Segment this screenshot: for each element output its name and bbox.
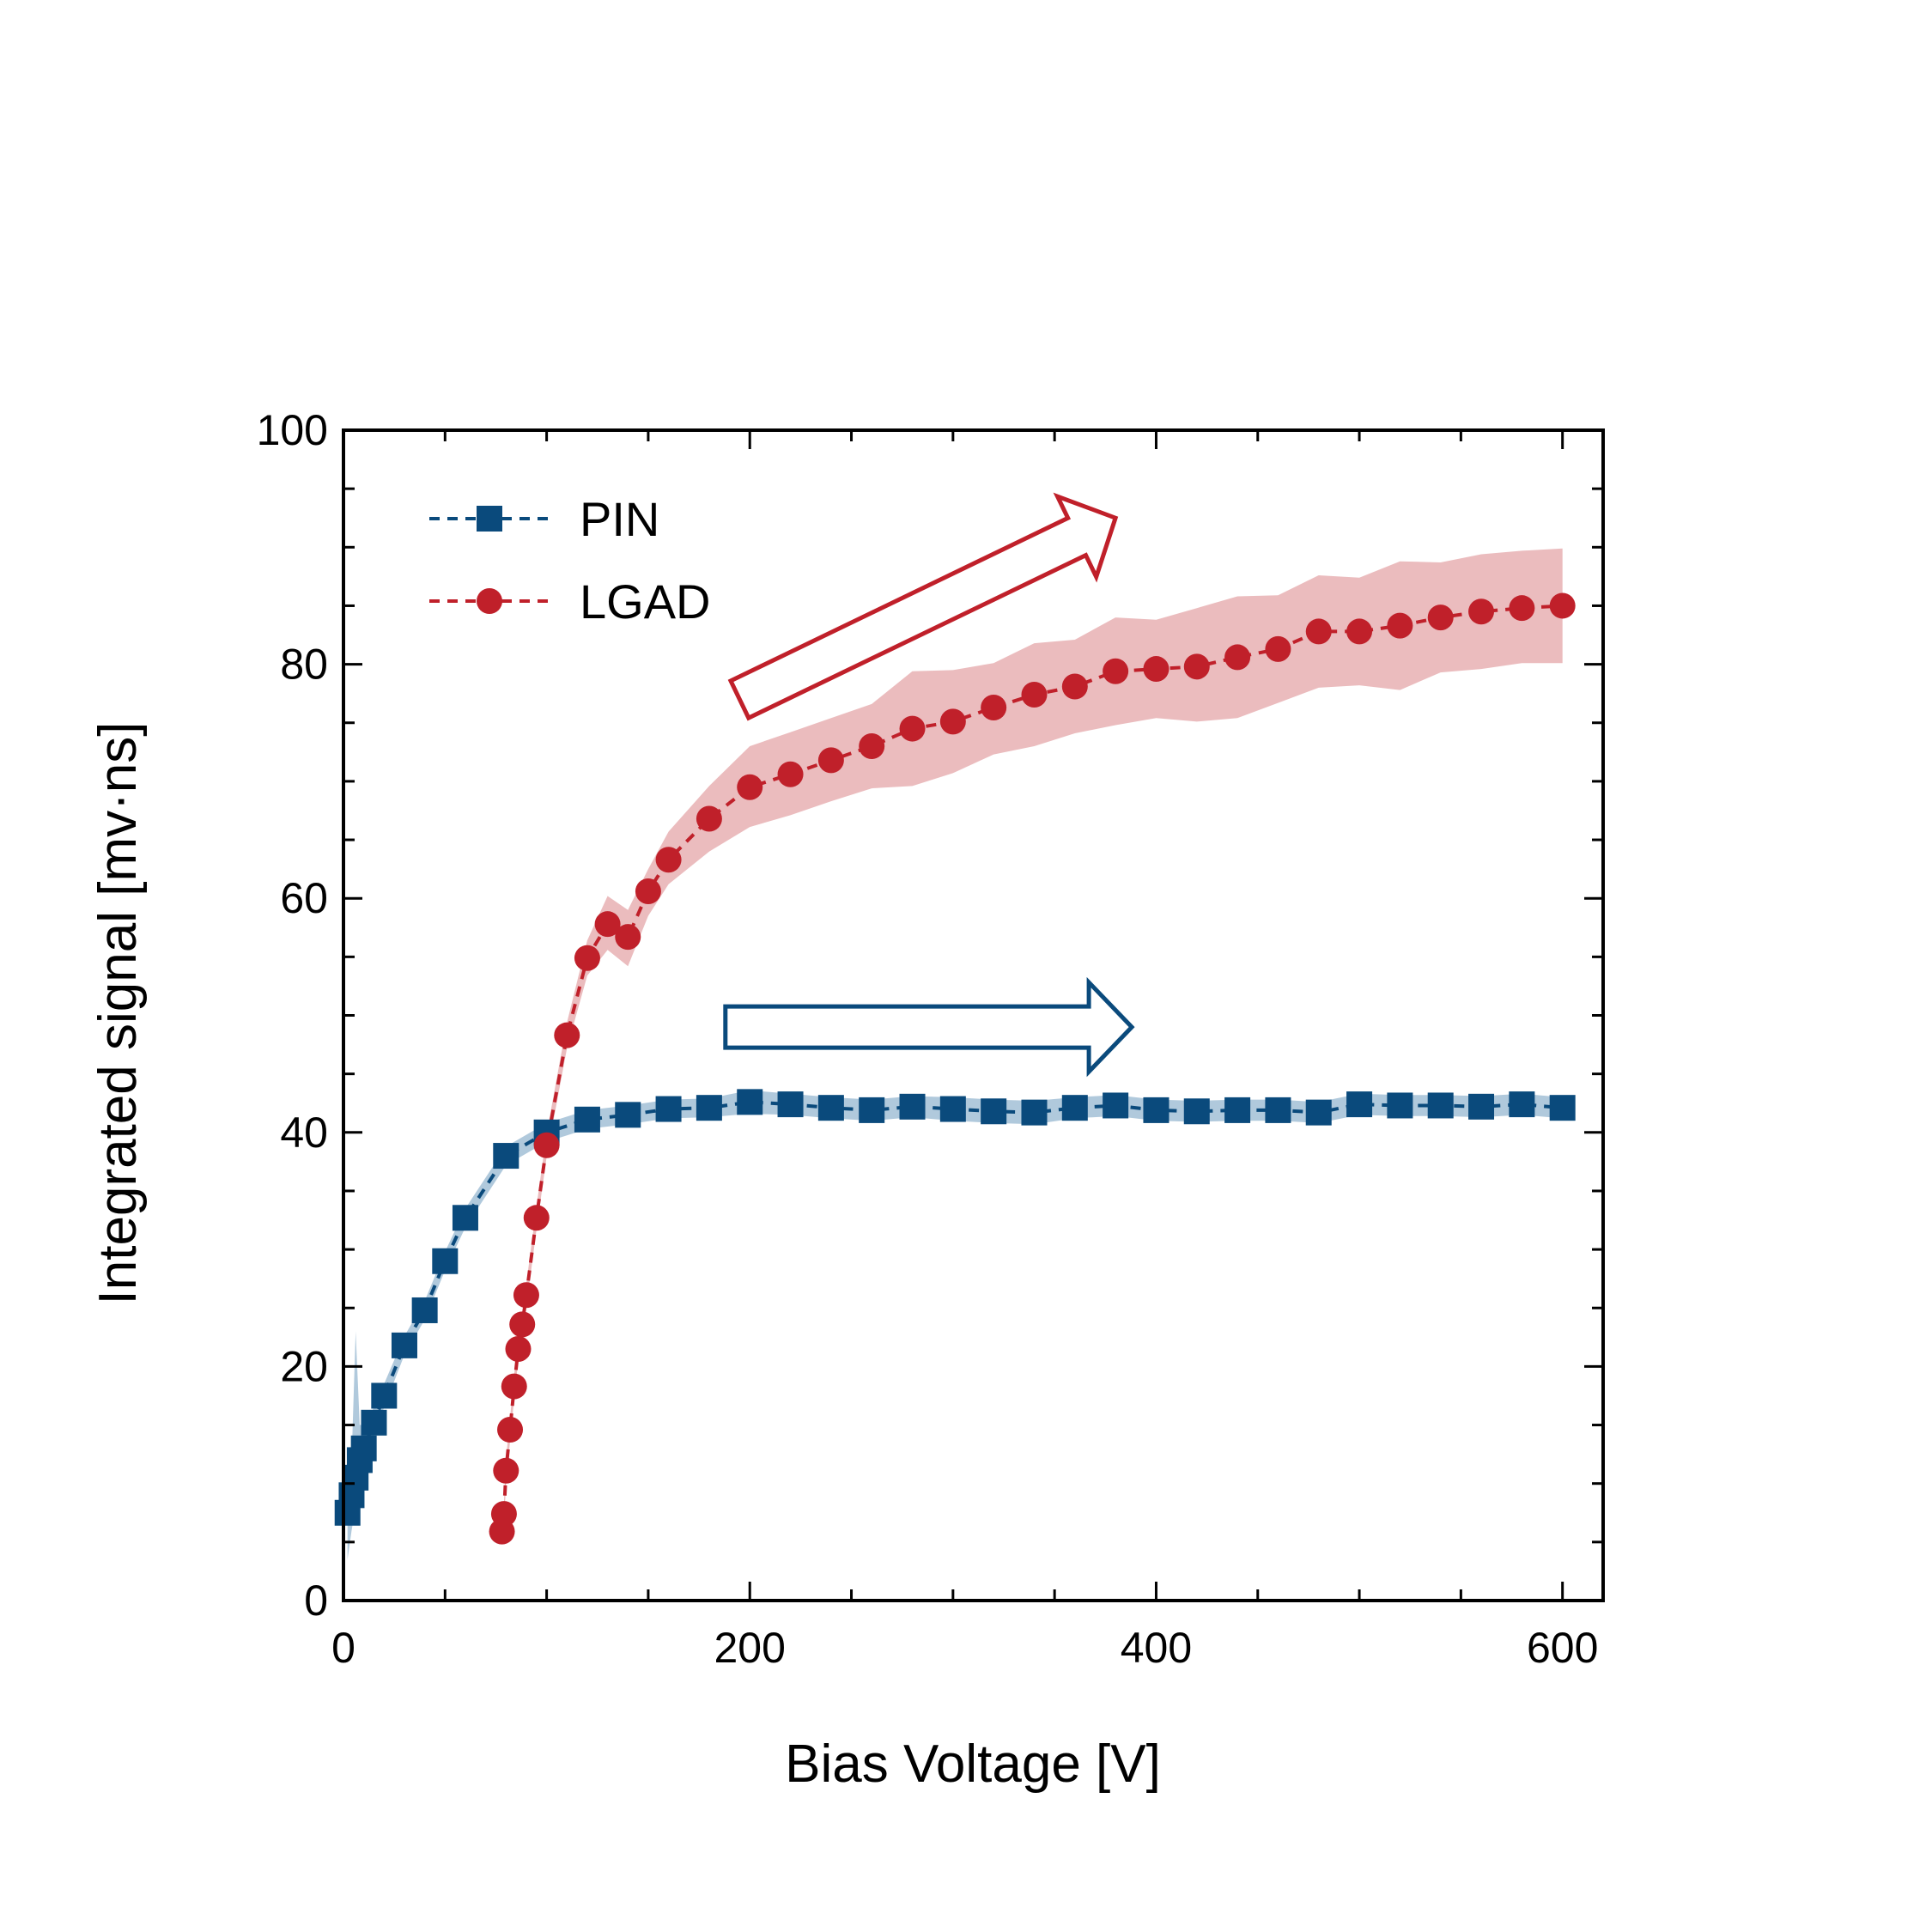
lgad-point — [1427, 605, 1454, 631]
lgad-point — [523, 1205, 550, 1231]
pin-point — [432, 1248, 459, 1274]
lgad-point — [594, 911, 621, 938]
lgad-point — [981, 695, 1007, 721]
pin-point — [350, 1435, 377, 1461]
x-tick-label: 400 — [1121, 1624, 1192, 1672]
lgad-point — [574, 945, 600, 971]
x-axis-title: Bias Voltage [V] — [785, 1735, 1161, 1794]
pin-point — [655, 1096, 682, 1122]
y-tick-label: 0 — [304, 1577, 328, 1625]
pin-point — [361, 1409, 387, 1436]
lgad-point — [817, 747, 844, 774]
legend: PIN LGAD — [429, 492, 711, 629]
pin-point — [1468, 1093, 1495, 1120]
pin-point — [1305, 1099, 1332, 1126]
x-tick-label: 200 — [714, 1624, 786, 1672]
lgad-point — [1143, 656, 1170, 683]
lgad-point — [490, 1501, 517, 1528]
pin-point — [615, 1102, 641, 1128]
pin-point — [574, 1106, 600, 1133]
lgad-point — [501, 1373, 527, 1400]
lgad-point — [1021, 682, 1048, 708]
lgad-point — [497, 1417, 524, 1443]
pin-point — [777, 1091, 804, 1118]
lgad-point — [859, 733, 885, 760]
lgad-trend-arrow — [727, 492, 1119, 721]
lgad-point — [1061, 673, 1088, 700]
tick-labels: 0 200 400 600 0 20 40 60 80 100 — [257, 406, 1599, 1672]
lgad-point — [1509, 595, 1535, 622]
lgad-point — [505, 1335, 532, 1362]
lgad-point — [635, 878, 661, 905]
annotation-arrows — [723, 492, 1135, 1078]
lgad-error-band — [501, 548, 1563, 1545]
y-tick-label: 80 — [280, 641, 328, 689]
legend-marker-pin — [477, 506, 502, 532]
lgad-point — [554, 1022, 580, 1048]
pin-point — [1103, 1092, 1129, 1119]
pin-point — [391, 1332, 417, 1358]
error-bands — [347, 548, 1563, 1560]
lgad-point — [696, 805, 722, 832]
pin-point — [1346, 1091, 1373, 1118]
lgad-point — [1346, 618, 1373, 645]
plot-area-frame — [342, 428, 1605, 1602]
lgad-point — [1265, 635, 1291, 662]
y-tick-label: 100 — [257, 406, 328, 454]
x-tick-label: 0 — [331, 1624, 355, 1672]
pin-point — [1061, 1095, 1088, 1121]
pin-trend-arrow — [723, 976, 1135, 1078]
lgad-point — [899, 715, 926, 742]
pin-point — [696, 1095, 722, 1121]
pin-point — [1387, 1092, 1413, 1119]
pin-point — [1021, 1099, 1048, 1126]
pin-point — [452, 1205, 478, 1231]
pin-point — [1143, 1097, 1170, 1123]
axis-ticks — [342, 428, 1603, 1602]
pin-point — [371, 1382, 398, 1409]
lgad-point — [777, 761, 804, 787]
legend-label-pin: PIN — [580, 492, 659, 546]
pin-point — [1265, 1097, 1291, 1123]
pin-point — [1549, 1095, 1576, 1121]
y-tick-label: 40 — [280, 1109, 328, 1157]
lgad-point — [1305, 618, 1332, 645]
lgad-point — [533, 1132, 560, 1158]
pin-point — [493, 1143, 519, 1170]
pin-point — [411, 1297, 438, 1323]
pin-point — [737, 1089, 763, 1115]
lgad-point — [939, 708, 966, 735]
pin-point — [981, 1098, 1007, 1125]
lgad-point — [1183, 653, 1210, 680]
y-tick-label: 20 — [280, 1342, 328, 1390]
pin-point — [1427, 1092, 1454, 1119]
y-axis-title: Integrated signal [mv·ns] — [88, 722, 148, 1305]
lgad-point — [493, 1457, 519, 1484]
lgad-point — [1103, 658, 1129, 684]
pin-point — [1509, 1091, 1535, 1118]
pin-point — [817, 1095, 844, 1121]
lgad-point — [655, 847, 682, 873]
legend-marker-lgad — [477, 588, 502, 614]
lgad-point — [509, 1311, 536, 1338]
y-tick-label: 60 — [280, 874, 328, 922]
lgad-point — [513, 1282, 539, 1309]
lgad-point — [615, 924, 641, 951]
legend-label-lgad: LGAD — [580, 574, 711, 629]
pin-point — [1183, 1098, 1210, 1125]
data-markers — [334, 592, 1576, 1545]
lgad-point — [737, 774, 763, 800]
pin-point — [899, 1093, 926, 1120]
lgad-point — [1468, 598, 1495, 625]
pin-point — [1224, 1097, 1251, 1123]
pin-point — [939, 1096, 966, 1122]
lgad-point — [1387, 612, 1413, 639]
pin-point — [859, 1097, 885, 1123]
lgad-point — [1549, 592, 1576, 619]
x-tick-label: 600 — [1527, 1624, 1598, 1672]
lgad-point — [1224, 644, 1251, 671]
